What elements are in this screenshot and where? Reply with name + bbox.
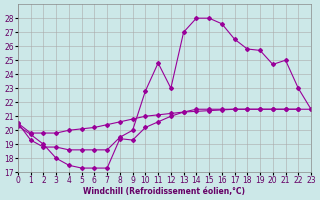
X-axis label: Windchill (Refroidissement éolien,°C): Windchill (Refroidissement éolien,°C) bbox=[84, 187, 245, 196]
